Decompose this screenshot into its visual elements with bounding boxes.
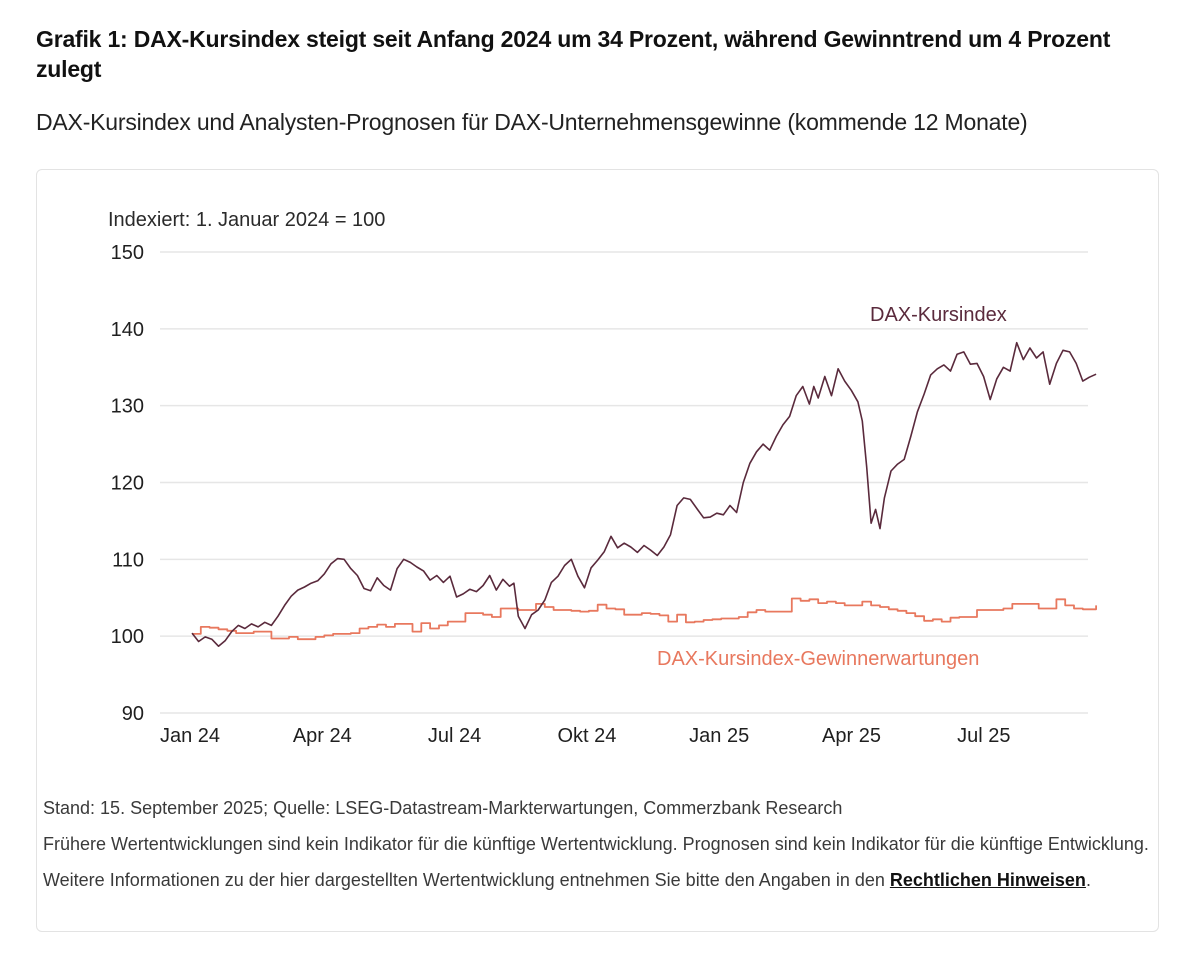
x-tick-label: Jul 25 (957, 725, 1010, 747)
source-note: Stand: 15. September 2025; Quelle: LSEG-… (43, 798, 843, 818)
disclaimer-end: . (1085, 870, 1091, 890)
x-tick-label: Jan 24 (160, 725, 220, 747)
chart-footer: Stand: 15. September 2025; Quelle: LSEG-… (43, 790, 1153, 898)
x-tick-label: Apr 25 (822, 725, 881, 747)
x-axis-ticks: Jan 24 Apr 24 Jul 24 Okt 24 Jan 25 Apr 25 Jul … (160, 725, 1011, 747)
y-axis-ticks: 90 100 110 120 130 140 150 (111, 242, 144, 725)
gridlines (160, 251, 1088, 714)
x-tick-label: Apr 24 (293, 725, 352, 747)
chart-subtitle: DAX-Kursindex und Analysten-Prognosen fü… (36, 109, 1028, 135)
y-tick-label: 130 (111, 396, 144, 418)
y-tick-label: 100 (111, 626, 144, 648)
series-line-dax-kursindex (191, 341, 1097, 647)
legal-notice-link[interactable]: Rechtlichen Hinweisen (889, 870, 1086, 890)
disclaimer: Frühere Wertentwicklungen sind kein Indi… (43, 826, 1153, 898)
x-tick-label: Jul 24 (428, 725, 481, 747)
y-tick-label: 140 (111, 319, 144, 341)
line-chart: 90 100 110 120 130 140 150 Jan 24 Apr 24 Jul 24 O… (108, 209, 1097, 747)
series-line-gewinnerwartungen (192, 597, 1097, 641)
y-tick-label: 150 (111, 242, 144, 264)
series-label-dax-kursindex: DAX-Kursindex (870, 304, 1007, 326)
series-lines (191, 341, 1097, 647)
y-tick-label: 90 (122, 703, 144, 725)
chart-card (36, 169, 1159, 932)
series-label-gewinnerwartungen: DAX-Kursindex-Gewinnerwartungen (657, 648, 979, 670)
chart-title: Grafik 1: DAX-Kursindex steigt seit Anfa… (36, 26, 1111, 82)
y-tick-label: 120 (111, 473, 144, 495)
x-tick-label: Jan 25 (689, 725, 749, 747)
disclaimer-text: Frühere Wertentwicklungen sind kein Indi… (43, 834, 1149, 890)
y-tick-label: 110 (112, 549, 144, 571)
x-tick-label: Okt 24 (557, 725, 616, 747)
index-annotation: Indexiert: 1. Januar 2024 = 100 (108, 209, 385, 231)
